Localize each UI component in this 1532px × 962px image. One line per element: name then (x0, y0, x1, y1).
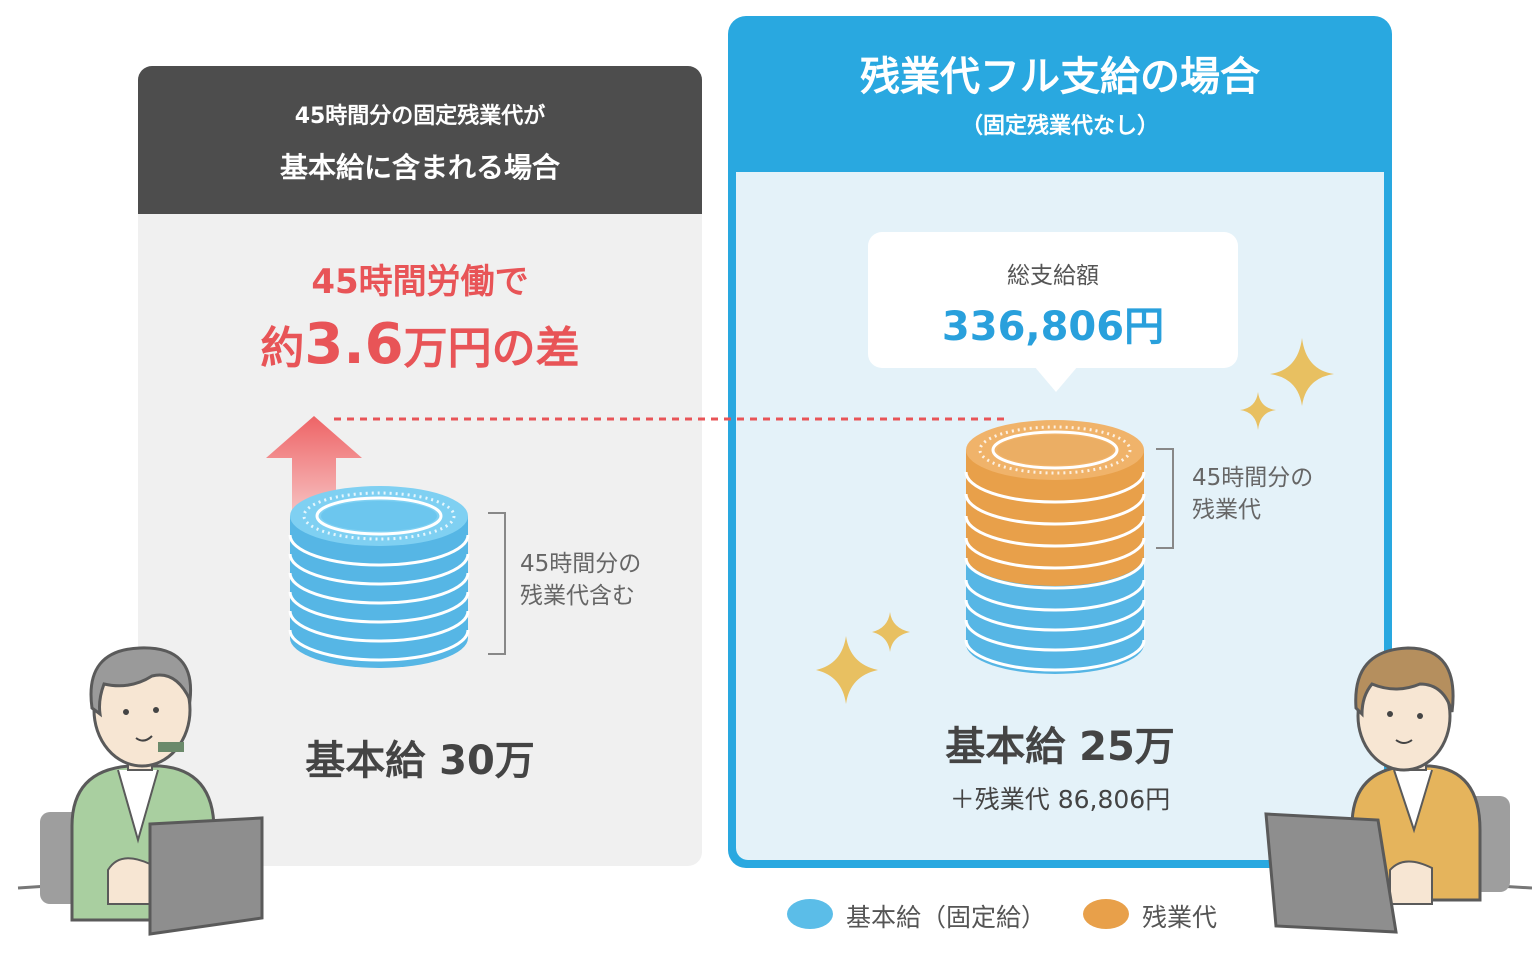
right-coin-stack (964, 420, 1146, 674)
bubble-tail (1034, 366, 1078, 392)
left-person-illustration (17, 646, 264, 936)
difference-heading: 45時間労働で (311, 262, 529, 302)
left-header-line1: 45時間分の固定残業代が (294, 104, 546, 129)
right-title: 残業代フル支給の場合 (860, 54, 1260, 100)
sparkle-icon (1240, 392, 1276, 430)
left-bracket (488, 512, 506, 655)
increase-arrow-icon (266, 416, 362, 520)
sparkle-icon (872, 612, 910, 652)
difference-prefix: 約 (260, 323, 305, 374)
difference-amount: 3.6 (304, 312, 404, 377)
left-bracket-line1: 45時間分の (520, 551, 642, 577)
right-bracket-line1: 45時間分の (1192, 465, 1314, 491)
right-bracket-line2: 残業代 (1192, 497, 1261, 523)
legend-overtime-label: 残業代 (1142, 903, 1218, 932)
difference-amount-row: 約3.6万円の差 (138, 312, 702, 377)
sparkle-icon (1270, 338, 1334, 406)
left-coin-stack (288, 486, 470, 668)
legend-base-swatch (787, 899, 833, 929)
right-overtime-amount: ＋残業代 86,806円 (949, 785, 1171, 814)
right-subtitle: （固定残業代なし） (960, 114, 1159, 139)
total-pay-label: 総支給額 (1007, 263, 1099, 289)
difference-suffix: 万円の差 (403, 323, 580, 374)
left-base-salary: 基本給 30万 (305, 738, 535, 784)
sparkle-icon (816, 636, 878, 704)
left-bracket-line2: 残業代含む (520, 583, 635, 609)
right-bracket-label: 45時間分の 残業代 (1192, 462, 1313, 526)
right-person-illustration (1264, 646, 1532, 934)
legend-base-label: 基本給（固定給） (846, 903, 1047, 932)
sparkle-icons (816, 338, 1334, 704)
legend-overtime-swatch (1083, 899, 1129, 929)
left-panel: 45時間分の固定残業代が 基本給に含まれる場合 (138, 66, 702, 866)
right-base-salary: 基本給 25万 (945, 724, 1175, 770)
total-pay-amount: 336,806円 (941, 304, 1165, 350)
right-bracket (1156, 448, 1174, 549)
left-header-line2: 基本給に含まれる場合 (279, 151, 560, 184)
left-header: 45時間分の固定残業代が 基本給に含まれる場合 (138, 66, 702, 214)
total-pay-bubble (868, 232, 1238, 368)
left-bracket-label: 45時間分の 残業代含む (520, 548, 641, 612)
